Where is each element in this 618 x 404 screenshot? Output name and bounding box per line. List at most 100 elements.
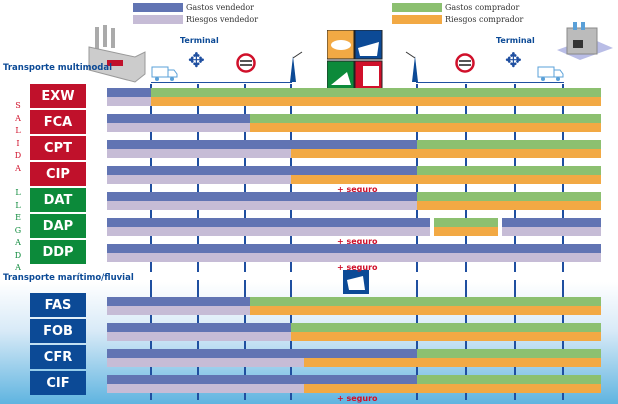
incoterm-exw: EXW	[30, 84, 86, 108]
factory-icon	[88, 25, 146, 83]
buyer-risk	[249, 306, 601, 315]
cost-bar-dap	[107, 218, 601, 227]
legend-swatch-buyer-risks	[392, 15, 442, 24]
risk-bar-fob	[107, 332, 601, 341]
seller-cost	[107, 166, 417, 175]
incoterm-cif: CIF	[30, 371, 86, 395]
buyer-risk	[291, 149, 601, 158]
legend-seller-risks: Riesgos vendedor	[186, 15, 259, 24]
seller-cost	[107, 114, 250, 123]
buyer-risk	[303, 358, 601, 367]
risk-bar-cip	[107, 175, 601, 184]
route-line-destination	[416, 82, 564, 83]
incoterm-fas: FAS	[30, 293, 86, 317]
maritime-section-label: Transporte marítimo/fluvial	[3, 273, 134, 283]
seller-risk	[107, 253, 601, 262]
incoterm-fob: FOB	[30, 319, 86, 343]
terminal-arrows-icon: ✥	[505, 48, 522, 72]
buyer-cost	[417, 192, 601, 201]
incoterm-fca: FCA	[30, 110, 86, 134]
seller-risk	[107, 97, 151, 106]
legend-swatch-seller-risks	[133, 15, 183, 24]
cost-bar-cfr	[107, 349, 601, 358]
legend-seller-costs: Gastos vendedor	[186, 3, 254, 12]
risk-bar-exw	[107, 97, 601, 106]
transport-modes-icon	[327, 30, 383, 91]
seller-risk	[107, 306, 250, 315]
buyer-risk	[249, 123, 601, 132]
incoterm-dat: DAT	[30, 188, 86, 212]
buyer-risk	[291, 175, 601, 184]
risk-bar-dat	[107, 201, 601, 210]
seller-cost	[107, 88, 151, 97]
cost-bar-dat	[107, 192, 601, 201]
seller-cost	[501, 218, 601, 227]
terminal-label-left: Terminal	[180, 36, 219, 45]
incoterm-cfr: CFR	[30, 345, 86, 369]
route-line-origin	[151, 82, 292, 83]
cost-bar-exw	[107, 88, 601, 97]
buyer-cost	[151, 88, 601, 97]
buyer-risk	[417, 201, 601, 210]
incoterm-cpt: CPT	[30, 136, 86, 160]
legend-swatch-seller-costs	[133, 3, 183, 12]
seller-risk	[107, 358, 304, 367]
crane-icon	[290, 51, 303, 82]
insurance-note: + seguro	[337, 394, 378, 403]
customs-icon	[236, 53, 256, 73]
customs-icon	[455, 53, 475, 73]
buyer-cost	[417, 375, 601, 384]
multimodal-section-label: Transporte multimodal	[3, 63, 113, 73]
cost-bar-fas	[107, 297, 601, 306]
seller-risk	[107, 149, 291, 158]
seller-risk	[501, 227, 601, 236]
warehouse-icon	[557, 22, 613, 60]
seller-risk	[107, 332, 291, 341]
risk-bar-ddp	[107, 253, 601, 262]
buyer-cost	[417, 166, 601, 175]
risk-bar-fas	[107, 306, 601, 315]
seller-risk	[107, 175, 291, 184]
insurance-note: + seguro	[337, 237, 378, 246]
risk-bar-cif	[107, 384, 601, 393]
legend-buyer-risks: Riesgos comprador	[445, 15, 524, 24]
buyer-risk	[303, 384, 601, 393]
seller-risk	[107, 227, 431, 236]
risk-bar-fca	[107, 123, 601, 132]
cost-bar-fca	[107, 114, 601, 123]
cost-bar-cip	[107, 166, 601, 175]
cost-bar-ddp	[107, 244, 601, 253]
terminal-label-right: Terminal	[496, 36, 535, 45]
risk-bar-cfr	[107, 358, 601, 367]
seller-cost	[107, 323, 291, 332]
insurance-note: + seguro	[337, 185, 378, 194]
seller-cost	[107, 140, 417, 149]
ship-icon	[343, 270, 369, 294]
buyer-risk	[291, 332, 601, 341]
crane-icon	[405, 51, 418, 82]
incoterm-ddp: DDP	[30, 240, 86, 264]
buyer-risk	[434, 227, 498, 236]
seller-cost	[107, 192, 417, 201]
buyer-cost	[249, 297, 601, 306]
buyer-cost	[291, 323, 601, 332]
cost-bar-fob	[107, 323, 601, 332]
buyer-cost	[417, 349, 601, 358]
buyer-cost	[249, 114, 601, 123]
risk-bar-dap	[107, 227, 601, 236]
truck-icon	[151, 66, 178, 81]
terminal-arrows-icon: ✥	[188, 48, 205, 72]
legend-buyer-costs: Gastos comprador	[445, 3, 520, 12]
incoterm-dap: DAP	[30, 214, 86, 238]
insurance-note: + seguro	[337, 263, 378, 272]
seller-cost	[107, 297, 250, 306]
buyer-cost	[434, 218, 498, 227]
seller-risk	[107, 384, 304, 393]
cost-bar-cpt	[107, 140, 601, 149]
buyer-risk	[151, 97, 601, 106]
legend-swatch-buyer-costs	[392, 3, 442, 12]
seller-risk	[107, 123, 250, 132]
seller-cost	[107, 375, 417, 384]
